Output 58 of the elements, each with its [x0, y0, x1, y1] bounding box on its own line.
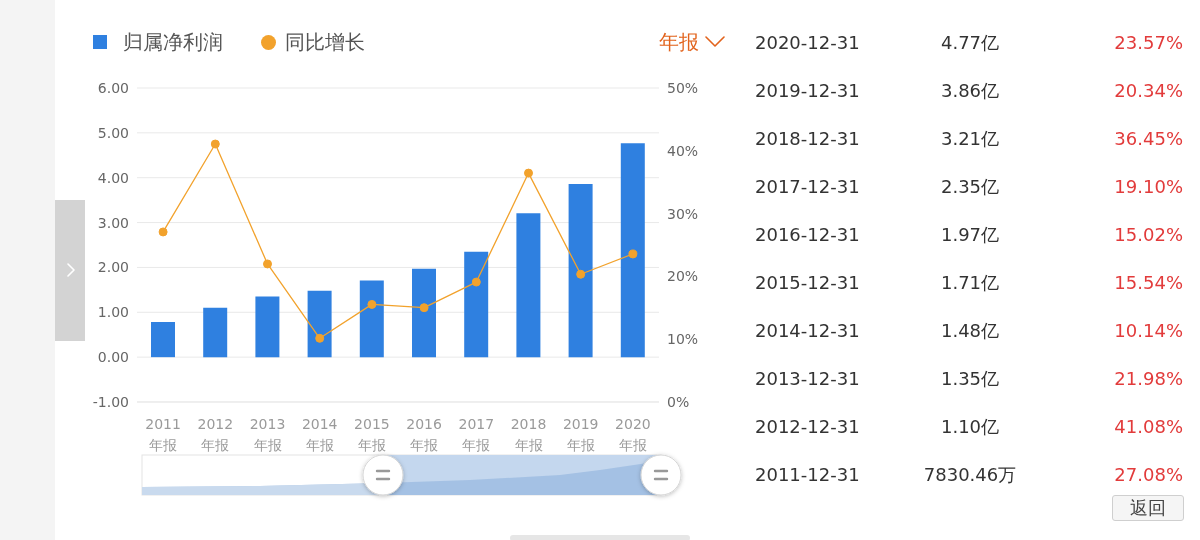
- y-tick-label: 4.00: [97, 169, 129, 186]
- x-tick-label: 2014 年报: [301, 416, 338, 453]
- x-tick-label: 2016 年报: [406, 416, 442, 453]
- text: 2013-12-31: [755, 367, 860, 391]
- text: 1.48亿: [939, 319, 1001, 343]
- text: 41.08%: [1113, 415, 1183, 439]
- text: 23.57%: [1113, 31, 1183, 55]
- y2-tick-label: 10%: [667, 331, 699, 348]
- y-tick-label: 1.00: [97, 304, 129, 321]
- text: 2019-12-31: [755, 79, 860, 103]
- y2-tick-label: 40%: [667, 142, 699, 159]
- x-tick-label: 2015 年报: [354, 416, 390, 453]
- text: 7830.46万: [922, 463, 1018, 487]
- text: 2014-12-31: [755, 319, 860, 343]
- y-tick-label: 6.00: [97, 79, 129, 96]
- text: 20.34%: [1113, 79, 1183, 103]
- text: 2.35亿: [939, 175, 1001, 199]
- y-tick-label: 5.00: [97, 124, 129, 141]
- text: 15.02%: [1113, 223, 1183, 247]
- text: 3.21亿: [939, 127, 1001, 151]
- text: 1.10亿: [939, 415, 1001, 439]
- text: 19.10%: [1113, 175, 1183, 199]
- x-tick-label: 2020 年报: [615, 416, 651, 453]
- text: 2011-12-31: [755, 463, 860, 487]
- y2-tick-label: 50%: [667, 79, 699, 96]
- text: 年报: [659, 28, 699, 56]
- legend-label: 同比增长: [285, 28, 365, 56]
- x-tick-label: 2017 年报: [458, 416, 495, 453]
- text: 36.45%: [1113, 127, 1183, 151]
- y-tick-label: 2.00: [97, 259, 129, 276]
- text: 4.77亿: [939, 31, 1001, 55]
- text: 2017-12-31: [755, 175, 860, 199]
- y2-tick-label: 30%: [667, 205, 699, 222]
- text: 1.97亿: [939, 223, 1001, 247]
- text: 1.71亿: [939, 271, 1001, 295]
- x-tick-label: 2011 年报: [145, 416, 181, 453]
- text: 2012-12-31: [755, 415, 860, 439]
- x-tick-label: 2013 年报: [249, 416, 286, 453]
- x-tick-label: 2012 年报: [197, 416, 234, 453]
- legend-label: 归属净利润: [123, 28, 223, 56]
- text: 10.14%: [1113, 319, 1183, 343]
- y-tick-label: 0.00: [97, 349, 129, 366]
- x-tick-label: 2018 年报: [510, 416, 547, 453]
- text: 2020-12-31: [755, 31, 860, 55]
- text: 2018-12-31: [755, 127, 860, 151]
- text: 2016-12-31: [755, 223, 860, 247]
- text: 21.98%: [1113, 367, 1183, 391]
- text: 2015-12-31: [755, 271, 860, 295]
- back-button: 返回: [1112, 495, 1184, 521]
- text: 1.35亿: [939, 367, 1001, 391]
- text: 15.54%: [1113, 271, 1183, 295]
- y-tick-label: -1.00: [92, 393, 129, 410]
- y2-tick-label: 0%: [667, 393, 690, 410]
- text: 27.08%: [1113, 463, 1183, 487]
- y-tick-label: 3.00: [97, 214, 129, 231]
- x-tick-label: 2019 年报: [562, 416, 599, 453]
- y2-tick-label: 20%: [667, 268, 699, 285]
- text: 3.86亿: [939, 79, 1001, 103]
